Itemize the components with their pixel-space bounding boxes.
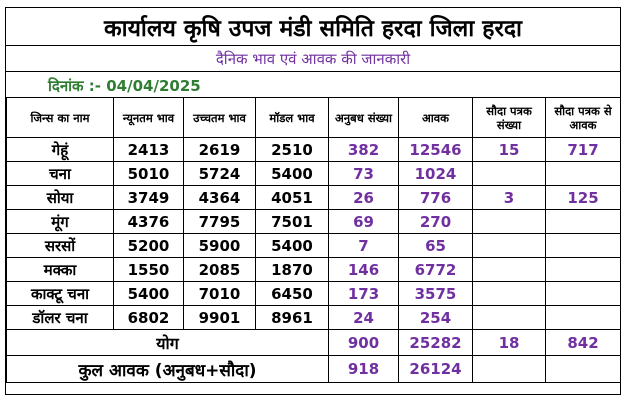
sum-row: योग 900 25282 18 842: [6, 329, 621, 356]
anubadh-count: 73: [328, 161, 399, 186]
col-header-min: न्यूनतम भाव: [113, 97, 184, 138]
table-row: चना 5010 5724 5400 73 1024: [6, 161, 621, 186]
model-price: 6450: [255, 281, 329, 306]
max-price: 5900: [183, 233, 256, 258]
min-price: 3749: [113, 185, 184, 210]
anubadh-count: 173: [328, 281, 399, 306]
min-price: 1550: [113, 257, 184, 282]
col-header-crop: जिन्स का नाम: [6, 97, 114, 138]
date-row: दिनांक :- 04/04/2025: [6, 72, 620, 98]
model-price: 5400: [255, 161, 329, 186]
total-empty-cell: [472, 355, 546, 383]
sum-aavak: 25282: [398, 329, 473, 356]
crop-name: मक्का: [6, 257, 114, 282]
total-label: कुल आवक (अनुबध+सौदा): [6, 355, 329, 383]
anubadh-count: 69: [328, 209, 399, 234]
col-header-sauda-aavak: सौदा पत्रक से आवक: [545, 97, 621, 138]
aavak-value: 776: [398, 185, 473, 210]
sauda-count: [472, 257, 546, 282]
sauda-count: [472, 281, 546, 306]
col-header-max: उच्चतम भाव: [183, 97, 256, 138]
model-price: 7501: [255, 209, 329, 234]
model-price: 2510: [255, 137, 329, 162]
sauda-count: [472, 233, 546, 258]
sauda-count: [472, 209, 546, 234]
crop-name: सोया: [6, 185, 114, 210]
col-header-aavak: आवक: [398, 97, 473, 138]
total-empty-cell: [545, 355, 621, 383]
sauda-count: [472, 161, 546, 186]
anubadh-count: 382: [328, 137, 399, 162]
total-row: कुल आवक (अनुबध+सौदा) 918 26124: [6, 355, 621, 383]
anubadh-count: 7: [328, 233, 399, 258]
aavak-value: 12546: [398, 137, 473, 162]
anubadh-count: 146: [328, 257, 399, 282]
table-row: काक्टू चना 5400 7010 6450 173 3575: [6, 281, 621, 306]
max-price: 9901: [183, 305, 256, 330]
aavak-value: 270: [398, 209, 473, 234]
min-price: 4376: [113, 209, 184, 234]
table-row: मक्का 1550 2085 1870 146 6772: [6, 257, 621, 282]
total-aavak: 26124: [398, 355, 473, 383]
col-header-anubadh: अनुबध संख्या: [328, 97, 399, 138]
max-price: 7010: [183, 281, 256, 306]
aavak-value: 254: [398, 305, 473, 330]
sauda-aavak: [545, 233, 621, 258]
page-title: कार्यालय कृषि उपज मंडी समिति हरदा जिला ह…: [6, 8, 620, 46]
sum-anubadh: 900: [328, 329, 399, 356]
sauda-aavak: [545, 305, 621, 330]
min-price: 2413: [113, 137, 184, 162]
model-price: 4051: [255, 185, 329, 210]
crop-name: सरसों: [6, 233, 114, 258]
table-row: गेहूं 2413 2619 2510 382 12546 15 717: [6, 137, 621, 162]
report-frame: [5, 7, 621, 395]
min-price: 6802: [113, 305, 184, 330]
aavak-value: 65: [398, 233, 473, 258]
crop-name: गेहूं: [6, 137, 114, 162]
price-table: जिन्स का नाम न्यूनतम भाव उच्चतम भाव मॉडल…: [6, 97, 621, 383]
max-price: 7795: [183, 209, 256, 234]
table-row: डॉलर चना 6802 9901 8961 24 254: [6, 305, 621, 330]
table-row: सोया 3749 4364 4051 26 776 3 125: [6, 185, 621, 210]
sauda-aavak: 125: [545, 185, 621, 210]
aavak-value: 3575: [398, 281, 473, 306]
table-row: सरसों 5200 5900 5400 7 65: [6, 233, 621, 258]
sauda-aavak: [545, 161, 621, 186]
anubadh-count: 24: [328, 305, 399, 330]
aavak-value: 1024: [398, 161, 473, 186]
max-price: 2619: [183, 137, 256, 162]
max-price: 4364: [183, 185, 256, 210]
min-price: 5400: [113, 281, 184, 306]
crop-name: डॉलर चना: [6, 305, 114, 330]
model-price: 5400: [255, 233, 329, 258]
sauda-count: [472, 305, 546, 330]
model-price: 1870: [255, 257, 329, 282]
aavak-value: 6772: [398, 257, 473, 282]
table-row: मूंग 4376 7795 7501 69 270: [6, 209, 621, 234]
report-date: दिनांक :- 04/04/2025: [48, 77, 201, 95]
crop-name: चना: [6, 161, 114, 186]
sauda-aavak: [545, 281, 621, 306]
sauda-count: 3: [472, 185, 546, 210]
sum-label: योग: [6, 329, 329, 356]
min-price: 5200: [113, 233, 184, 258]
sauda-aavak: [545, 209, 621, 234]
col-header-model: मॉडल भाव: [255, 97, 329, 138]
col-header-sauda-count: सौदा पत्रक संख्या: [472, 97, 546, 138]
sauda-count: 15: [472, 137, 546, 162]
crop-name: काक्टू चना: [6, 281, 114, 306]
sum-sauda-aavak: 842: [545, 329, 621, 356]
total-anubadh: 918: [328, 355, 399, 383]
max-price: 5724: [183, 161, 256, 186]
page-subtitle: दैनिक भाव एवं आवक की जानकारी: [6, 46, 620, 72]
table-header-row: जिन्स का नाम न्यूनतम भाव उच्चतम भाव मॉडल…: [6, 97, 621, 138]
crop-name: मूंग: [6, 209, 114, 234]
anubadh-count: 26: [328, 185, 399, 210]
sum-sauda-count: 18: [472, 329, 546, 356]
sauda-aavak: 717: [545, 137, 621, 162]
sauda-aavak: [545, 257, 621, 282]
min-price: 5010: [113, 161, 184, 186]
max-price: 2085: [183, 257, 256, 282]
model-price: 8961: [255, 305, 329, 330]
